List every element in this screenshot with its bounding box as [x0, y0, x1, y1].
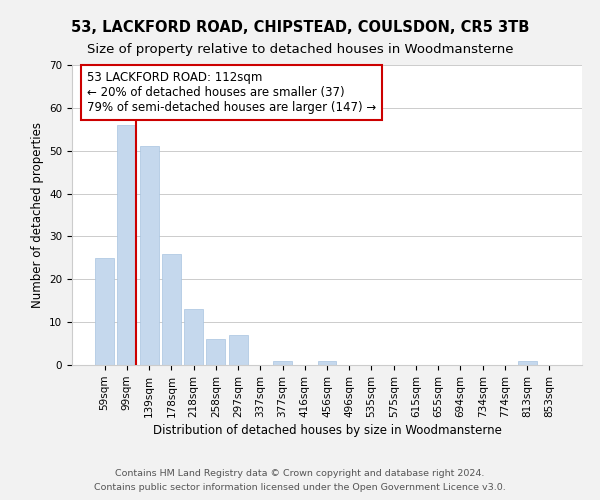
Text: Contains public sector information licensed under the Open Government Licence v3: Contains public sector information licen…	[94, 484, 506, 492]
Bar	[317, 360, 337, 365]
Y-axis label: Number of detached properties: Number of detached properties	[31, 122, 44, 308]
Bar	[206, 340, 225, 365]
Bar	[95, 258, 114, 365]
Text: Size of property relative to detached houses in Woodmansterne: Size of property relative to detached ho…	[87, 42, 513, 56]
X-axis label: Distribution of detached houses by size in Woodmansterne: Distribution of detached houses by size …	[152, 424, 502, 437]
Bar	[118, 125, 136, 365]
Bar	[140, 146, 158, 365]
Bar	[229, 335, 248, 365]
Bar	[184, 310, 203, 365]
Bar	[273, 360, 292, 365]
Text: 53, LACKFORD ROAD, CHIPSTEAD, COULSDON, CR5 3TB: 53, LACKFORD ROAD, CHIPSTEAD, COULSDON, …	[71, 20, 529, 35]
Text: 53 LACKFORD ROAD: 112sqm
← 20% of detached houses are smaller (37)
79% of semi-d: 53 LACKFORD ROAD: 112sqm ← 20% of detach…	[88, 71, 377, 114]
Bar	[518, 360, 536, 365]
Text: Contains HM Land Registry data © Crown copyright and database right 2024.: Contains HM Land Registry data © Crown c…	[115, 468, 485, 477]
Bar	[162, 254, 181, 365]
